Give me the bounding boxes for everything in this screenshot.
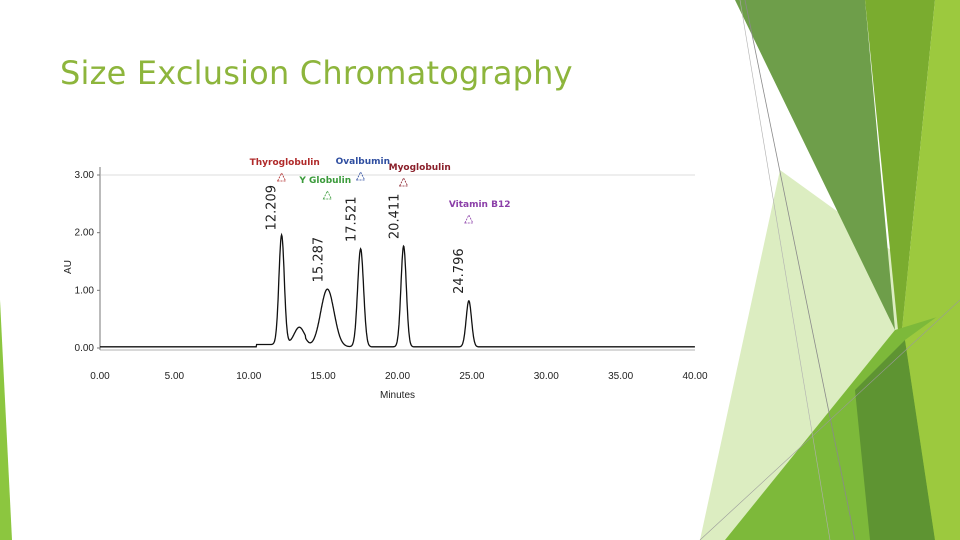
y-tick-label: 1.00 xyxy=(75,285,95,296)
deco-top-right xyxy=(900,0,960,350)
x-tick-label: 15.00 xyxy=(311,371,336,382)
deco-bottom-light xyxy=(905,300,960,540)
deco-bottom-dark xyxy=(855,340,935,540)
compound-label: Vitamin B12 xyxy=(449,200,511,210)
peak-time-label: 17.521 xyxy=(345,196,360,242)
chart-axes xyxy=(99,167,695,351)
compound-label: Y Globulin xyxy=(298,176,351,186)
x-tick-label: 30.00 xyxy=(534,371,559,382)
compound-arrow-icon xyxy=(464,214,474,224)
x-tick-label: 40.00 xyxy=(682,371,707,382)
deco-line-2 xyxy=(739,0,831,540)
x-tick-label: 5.00 xyxy=(165,371,185,382)
deco-line-1 xyxy=(744,0,856,540)
deco-top-dark xyxy=(735,0,895,330)
y-tick-label: 0.00 xyxy=(75,343,95,354)
x-tick-label: 35.00 xyxy=(608,371,633,382)
x-axis-label: Minutes xyxy=(380,390,415,401)
compound-arrow-icon xyxy=(276,172,287,182)
peak-time-label: 12.209 xyxy=(265,185,280,231)
x-tick-labels: 0.00 5.00 10.00 15.00 20.00 25.00 30.00 35.00 40… xyxy=(90,371,708,382)
x-tick-label: 20.00 xyxy=(385,371,410,382)
x-tick-label: 25.00 xyxy=(459,371,484,382)
y-tick-label: 3.00 xyxy=(75,170,95,181)
peak-annotations: 12.209 Thyroglobulin 15.287 Y Globulin 17.52… xyxy=(250,157,511,294)
y-axis-label: AU xyxy=(63,260,74,274)
compound-label: Thyroglobulin xyxy=(250,158,320,168)
chromatogram-chart: 0.00 1.00 2.00 3.00 0.00 5.00 10.00 15.00 20.00… xyxy=(63,157,708,401)
deco-line-3 xyxy=(699,299,960,540)
compound-label: Ovalbumin xyxy=(336,157,390,167)
compound-label: Myoglobulin xyxy=(389,163,451,173)
compound-arrow-icon xyxy=(322,190,333,200)
compound-arrow-icon xyxy=(398,177,409,187)
deco-left-sliver xyxy=(0,300,12,540)
x-tick-label: 10.00 xyxy=(236,371,261,382)
peak-time-label: 15.287 xyxy=(311,237,326,282)
x-tick-label: 0.00 xyxy=(90,371,110,382)
deco-top-mid xyxy=(865,0,935,350)
compound-arrow-icon xyxy=(355,171,366,181)
chromatogram-trace xyxy=(100,232,695,348)
slide-title: Size Exclusion Chromatography xyxy=(60,54,573,92)
y-tick-label: 2.00 xyxy=(75,228,95,239)
peak-time-label: 24.796 xyxy=(452,248,467,294)
y-tick-labels: 0.00 1.00 2.00 3.00 xyxy=(75,170,100,354)
peak-time-label: 20.411 xyxy=(388,194,403,240)
